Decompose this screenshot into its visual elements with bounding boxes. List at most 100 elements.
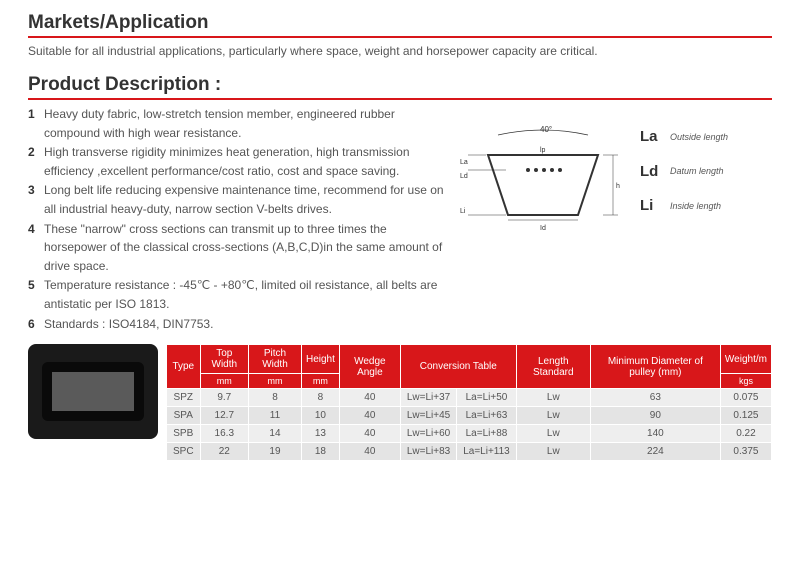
desc-text: High transverse rigidity minimizes heat … — [44, 143, 448, 180]
table-cell: 8 — [301, 389, 339, 407]
table-cell: Lw=Li+37 — [400, 389, 456, 407]
th-type: Type — [167, 345, 201, 389]
legend-symbol: Li — [640, 189, 664, 224]
diagram-area: 40° lp La Ld Li Id h La Outside length Ld D… — [458, 105, 758, 334]
markets-title: Markets/Application — [28, 12, 772, 38]
diagram-legend: La Outside length Ld Datum length Li Inside l… — [640, 120, 728, 224]
table-cell: 11 — [249, 407, 302, 425]
table-cell: 8 — [249, 389, 302, 407]
th: Weight/m — [720, 345, 771, 374]
table-cell: 10 — [301, 407, 339, 425]
desc-text: Temperature resistance : -45℃ - +80℃, li… — [44, 276, 448, 313]
cross-section-diagram: 40° lp La Ld Li Id h — [458, 120, 628, 240]
desc-number: 5 — [28, 276, 44, 313]
belt-product-image — [28, 344, 158, 439]
th: Conversion Table — [400, 345, 516, 389]
th-unit: mm — [249, 374, 302, 389]
table-cell: Lw — [516, 443, 590, 461]
table-cell: 40 — [339, 389, 400, 407]
legend-text: Datum length — [670, 161, 724, 182]
th-unit: mm — [200, 374, 248, 389]
th: Length Standard — [516, 345, 590, 389]
description-block: 1Heavy duty fabric, low-stretch tension … — [28, 105, 772, 334]
table-cell: 40 — [339, 407, 400, 425]
svg-text:lp: lp — [540, 147, 546, 154]
table-cell: La=Li+63 — [457, 407, 517, 425]
th: Wedge Angle — [339, 345, 400, 389]
table-cell: 140 — [590, 425, 720, 443]
desc-item: 5Temperature resistance : -45℃ - +80℃, l… — [28, 276, 448, 313]
table-cell: 90 — [590, 407, 720, 425]
table-cell: 13 — [301, 425, 339, 443]
svg-text:40°: 40° — [540, 125, 552, 134]
table-cell: Lw=Li+83 — [400, 443, 456, 461]
table-cell: Lw=Li+45 — [400, 407, 456, 425]
svg-text:La: La — [460, 159, 468, 166]
desc-number: 6 — [28, 315, 44, 334]
spec-table: TypeTop WidthPitch WidthHeightWedge Angl… — [166, 344, 772, 461]
table-cell: SPA — [167, 407, 201, 425]
table-cell: 63 — [590, 389, 720, 407]
svg-text:Li: Li — [460, 208, 466, 215]
table-cell: Lw — [516, 389, 590, 407]
table-cell: Lw=Li+60 — [400, 425, 456, 443]
table-cell: 40 — [339, 443, 400, 461]
svg-text:h: h — [616, 183, 620, 190]
th: Minimum Diameter of pulley (mm) — [590, 345, 720, 389]
table-cell: 12.7 — [200, 407, 248, 425]
desc-number: 4 — [28, 220, 44, 276]
th-unit: mm — [301, 374, 339, 389]
table-cell: 0.375 — [720, 443, 771, 461]
table-row: SPC22191840Lw=Li+83La=Li+113Lw2240.375 — [167, 443, 772, 461]
desc-number: 3 — [28, 181, 44, 218]
th: Pitch Width — [249, 345, 302, 374]
th: Top Width — [200, 345, 248, 374]
legend-row: La Outside length — [640, 120, 728, 155]
table-cell: 16.3 — [200, 425, 248, 443]
table-cell: Lw — [516, 407, 590, 425]
table-cell: 40 — [339, 425, 400, 443]
desc-item: 2High transverse rigidity minimizes heat… — [28, 143, 448, 180]
desc-item: 3Long belt life reducing expensive maint… — [28, 181, 448, 218]
table-cell: 0.075 — [720, 389, 771, 407]
table-cell: Lw — [516, 425, 590, 443]
th-unit: kgs — [720, 374, 771, 389]
table-cell: SPB — [167, 425, 201, 443]
desc-number: 2 — [28, 143, 44, 180]
legend-row: Li Inside length — [640, 189, 728, 224]
table-cell: 19 — [249, 443, 302, 461]
table-cell: La=Li+113 — [457, 443, 517, 461]
desc-item: 4These "narrow" cross sections can trans… — [28, 220, 448, 276]
desc-number: 1 — [28, 105, 44, 142]
table-cell: 14 — [249, 425, 302, 443]
table-cell: 0.22 — [720, 425, 771, 443]
desc-item: 1Heavy duty fabric, low-stretch tension … — [28, 105, 448, 142]
desc-text: Standards : ISO4184, DIN7753. — [44, 315, 448, 334]
markets-intro: Suitable for all industrial applications… — [28, 42, 772, 60]
th: Height — [301, 345, 339, 374]
table-cell: 224 — [590, 443, 720, 461]
description-list: 1Heavy duty fabric, low-stretch tension … — [28, 105, 448, 334]
table-cell: La=Li+88 — [457, 425, 517, 443]
legend-text: Inside length — [670, 196, 721, 217]
legend-row: Ld Datum length — [640, 155, 728, 190]
table-cell: SPC — [167, 443, 201, 461]
table-row: SPA12.7111040Lw=Li+45La=Li+63Lw900.125 — [167, 407, 772, 425]
table-cell: La=Li+50 — [457, 389, 517, 407]
legend-symbol: La — [640, 120, 664, 155]
desc-text: These "narrow" cross sections can transm… — [44, 220, 448, 276]
desc-item: 6Standards : ISO4184, DIN7753. — [28, 315, 448, 334]
product-title: Product Description : — [28, 74, 772, 100]
table-cell: 22 — [200, 443, 248, 461]
table-cell: 18 — [301, 443, 339, 461]
legend-symbol: Ld — [640, 155, 664, 190]
table-cell: SPZ — [167, 389, 201, 407]
table-section: TypeTop WidthPitch WidthHeightWedge Angl… — [28, 344, 772, 461]
desc-text: Heavy duty fabric, low-stretch tension m… — [44, 105, 448, 142]
svg-text:Ld: Ld — [460, 173, 468, 180]
table-cell: 0.125 — [720, 407, 771, 425]
legend-text: Outside length — [670, 127, 728, 148]
desc-text: Long belt life reducing expensive mainte… — [44, 181, 448, 218]
table-row: SPB16.3141340Lw=Li+60La=Li+88Lw1400.22 — [167, 425, 772, 443]
table-row: SPZ9.78840Lw=Li+37La=Li+50Lw630.075 — [167, 389, 772, 407]
